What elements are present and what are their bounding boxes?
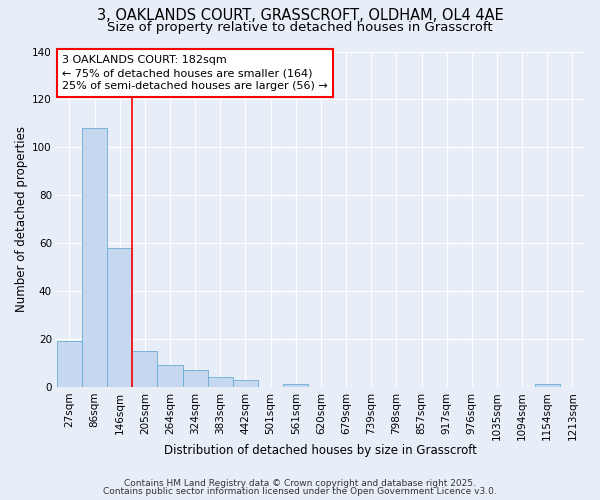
Bar [157, 365, 182, 386]
X-axis label: Distribution of detached houses by size in Grasscroft: Distribution of detached houses by size … [164, 444, 478, 458]
Bar [233, 380, 258, 386]
Bar [208, 377, 233, 386]
Text: Contains public sector information licensed under the Open Government Licence v3: Contains public sector information licen… [103, 487, 497, 496]
Bar [82, 128, 107, 386]
Bar [132, 351, 157, 386]
Bar [57, 341, 82, 386]
Text: 3, OAKLANDS COURT, GRASSCROFT, OLDHAM, OL4 4AE: 3, OAKLANDS COURT, GRASSCROFT, OLDHAM, O… [97, 8, 503, 22]
Bar [283, 384, 308, 386]
Text: Size of property relative to detached houses in Grasscroft: Size of property relative to detached ho… [107, 21, 493, 34]
Bar [107, 248, 132, 386]
Y-axis label: Number of detached properties: Number of detached properties [15, 126, 28, 312]
Text: 3 OAKLANDS COURT: 182sqm
← 75% of detached houses are smaller (164)
25% of semi-: 3 OAKLANDS COURT: 182sqm ← 75% of detach… [62, 55, 328, 92]
Text: Contains HM Land Registry data © Crown copyright and database right 2025.: Contains HM Land Registry data © Crown c… [124, 478, 476, 488]
Bar [535, 384, 560, 386]
Bar [182, 370, 208, 386]
